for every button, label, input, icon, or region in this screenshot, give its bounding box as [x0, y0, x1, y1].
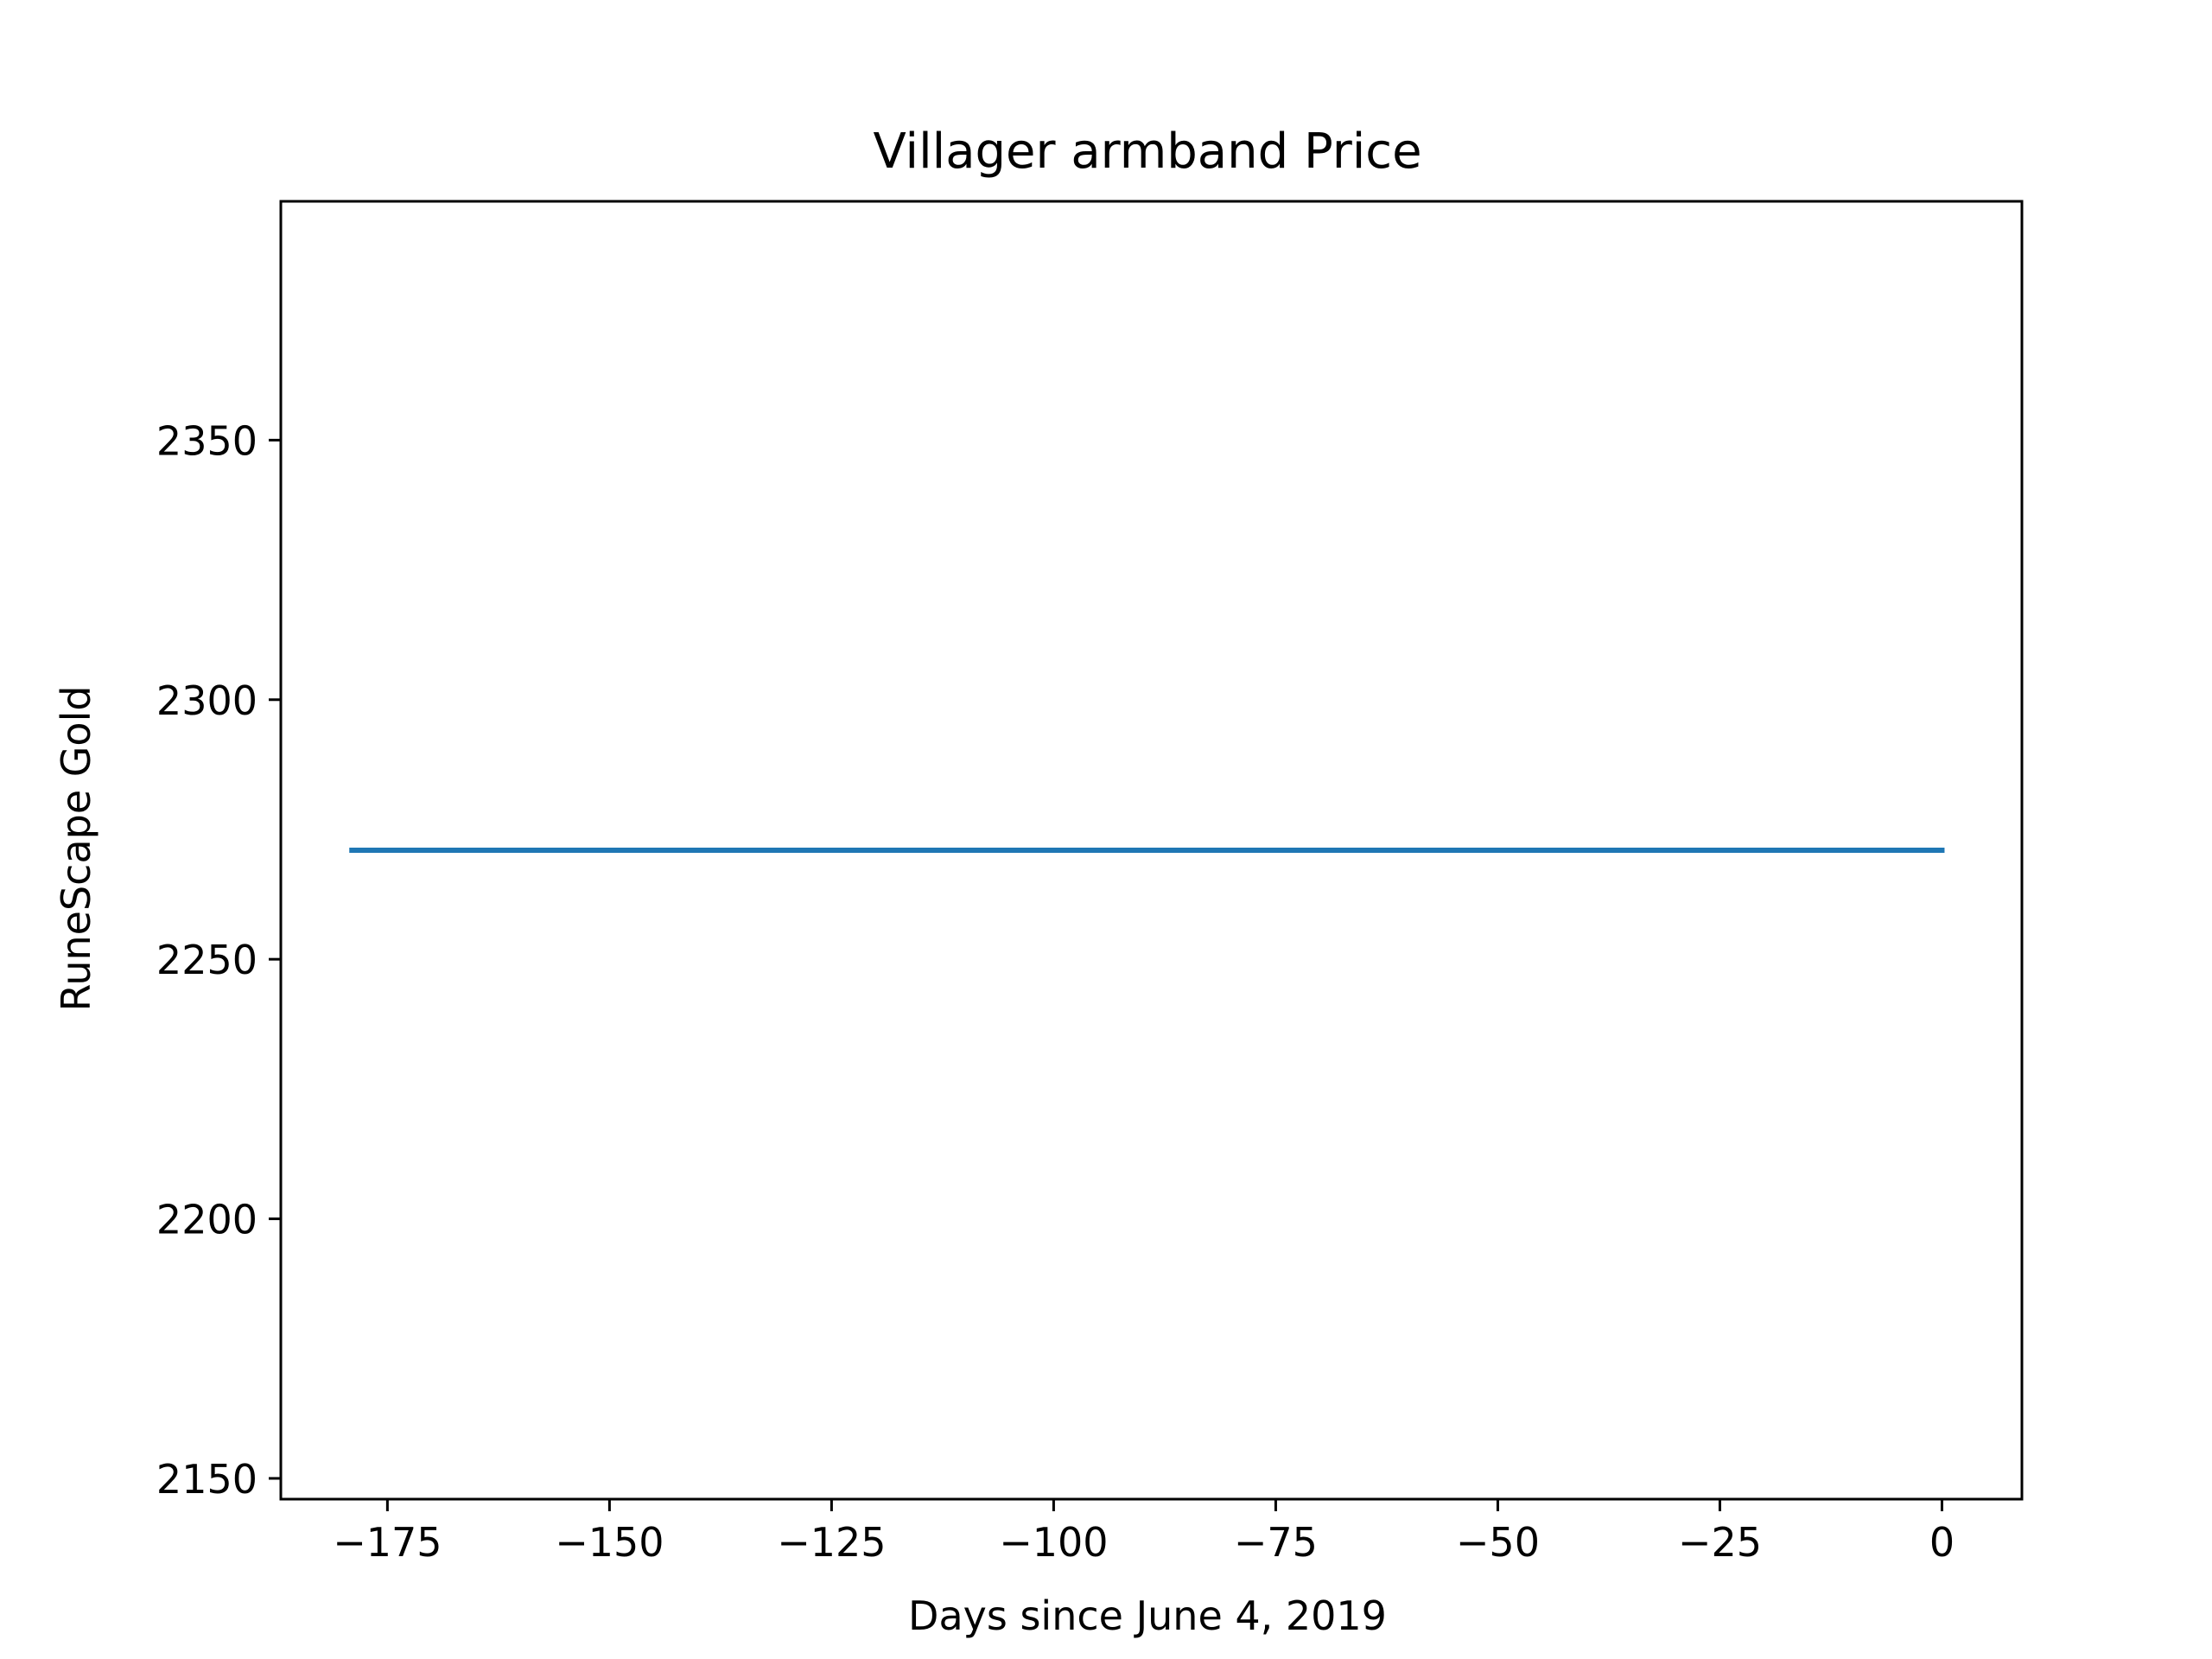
x-tick-label: −150 — [555, 1519, 664, 1566]
x-tick-label: 0 — [1929, 1519, 1955, 1566]
x-tick-label: −175 — [333, 1519, 442, 1566]
x-axis: −175 −150 −125 −100 −75 −50 −25 0 — [333, 1499, 1955, 1566]
x-axis-label: Days since June 4, 2019 — [908, 1592, 1387, 1639]
x-tick-label: −50 — [1456, 1519, 1540, 1566]
y-tick-label: 2150 — [156, 1456, 257, 1503]
y-tick-label: 2300 — [156, 677, 257, 724]
x-tick-label: −25 — [1678, 1519, 1762, 1566]
y-tick-label: 2350 — [156, 417, 257, 464]
x-tick-label: −100 — [999, 1519, 1108, 1566]
y-tick-label: 2250 — [156, 937, 257, 983]
y-axis: 2150 2200 2250 2300 2350 — [156, 417, 281, 1503]
chart-title: Villager armband Price — [873, 124, 1421, 180]
y-axis-label: RuneScape Gold — [53, 685, 99, 1011]
y-tick-label: 2200 — [156, 1197, 257, 1243]
axes-frame — [279, 200, 2024, 1501]
x-tick-label: −75 — [1234, 1519, 1318, 1566]
x-tick-label: −125 — [777, 1519, 886, 1566]
